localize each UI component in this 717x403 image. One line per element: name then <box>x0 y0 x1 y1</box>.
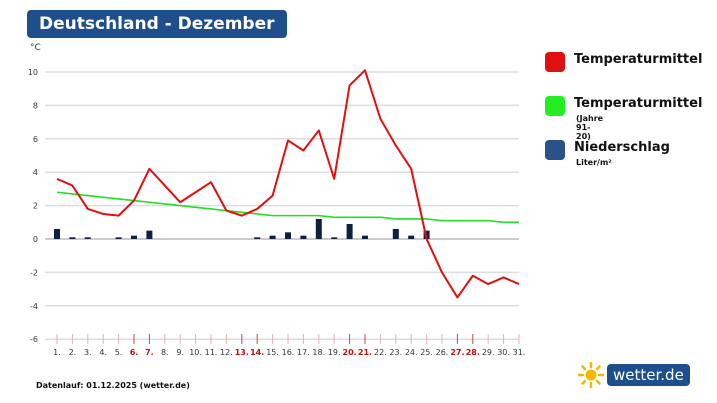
x-tick-label: 24. <box>405 348 418 357</box>
legend-swatch-red <box>545 52 565 72</box>
x-tick-label: 16. <box>282 348 295 357</box>
y-tick-label: 4 <box>33 168 38 177</box>
precip-bar <box>346 223 353 239</box>
precip-bar <box>54 228 60 239</box>
x-tick-label: 9. <box>176 348 184 357</box>
x-tick-label: 2. <box>69 348 77 357</box>
legend-label: Temperaturmittel <box>574 52 703 67</box>
precip-bar <box>392 228 399 239</box>
precip-bar <box>285 232 291 239</box>
legend-swatch-green <box>545 96 565 116</box>
legend-swatch-blue <box>545 140 565 160</box>
x-tick-label: 12. <box>220 348 233 357</box>
y-tick-label: 8 <box>33 101 38 110</box>
x-tick-label: 26. <box>436 348 449 357</box>
precip-bar <box>362 235 368 239</box>
legend-label: Temperaturmittel <box>574 96 703 111</box>
y-tick-label: 0 <box>33 235 38 244</box>
y-tick-label: -6 <box>30 335 38 344</box>
precip-bar <box>254 237 261 239</box>
x-tick-label: 27. <box>450 348 464 357</box>
x-tick-label: 19. <box>328 348 341 357</box>
precip-bar <box>269 235 276 239</box>
y-axis-label: °C <box>30 43 41 53</box>
precip-bar <box>315 218 322 239</box>
x-tick-label: 31. <box>513 348 526 357</box>
precip-bar <box>408 235 415 239</box>
logo-text: wetter.de <box>607 364 690 386</box>
y-tick-label: -2 <box>30 268 38 277</box>
x-tick-label: 18. <box>312 348 325 357</box>
y-tick-label: -4 <box>30 302 38 311</box>
x-tick-label: 20. <box>343 348 357 357</box>
x-tick-label: 8. <box>161 348 169 357</box>
legend-sublabel: (Jahre 91-20) <box>576 114 604 141</box>
legend-sublabel: Liter/m² <box>576 158 612 167</box>
temperature-line <box>56 69 520 299</box>
y-tick-label: 6 <box>33 135 38 144</box>
x-tick-label: 10. <box>189 348 202 357</box>
x-tick-label: 1. <box>53 348 61 357</box>
precip-bar <box>146 230 153 239</box>
precip-bar <box>300 235 307 239</box>
x-tick-label: 7. <box>145 348 154 357</box>
wetter-logo[interactable]: wetter.de <box>578 362 690 388</box>
x-tick-label: 3. <box>84 348 92 357</box>
precip-bar <box>84 237 91 239</box>
x-tick-label: 25. <box>420 348 433 357</box>
x-tick-label: 30. <box>497 348 510 357</box>
precip-bar <box>131 235 137 239</box>
x-tick-label: 28. <box>466 348 480 357</box>
page-title: Deutschland - Dezember <box>27 10 287 38</box>
precip-bar <box>115 237 122 239</box>
x-tick-label: 21. <box>358 348 372 357</box>
x-tick-label: 5. <box>115 348 123 357</box>
y-tick-label: 10 <box>28 68 38 77</box>
x-tick-label: 14. <box>250 348 264 357</box>
x-tick-label: 22. <box>374 348 387 357</box>
x-tick-label: 29. <box>482 348 495 357</box>
precip-bar <box>69 237 76 239</box>
x-tick-label: 6. <box>130 348 139 357</box>
sun-icon <box>578 362 604 388</box>
x-tick-label: 13. <box>235 348 249 357</box>
legend-label: Niederschlag <box>574 140 670 155</box>
y-tick-label: 2 <box>33 202 38 211</box>
x-tick-label: 11. <box>205 348 218 357</box>
x-tick-label: 4. <box>99 348 107 357</box>
precip-bar <box>331 237 338 239</box>
x-tick-label: 23. <box>389 348 402 357</box>
x-tick-label: 15. <box>266 348 279 357</box>
x-tick-label: 17. <box>297 348 310 357</box>
footer-note: Datenlauf: 01.12.2025 (wetter.de) <box>36 381 190 390</box>
